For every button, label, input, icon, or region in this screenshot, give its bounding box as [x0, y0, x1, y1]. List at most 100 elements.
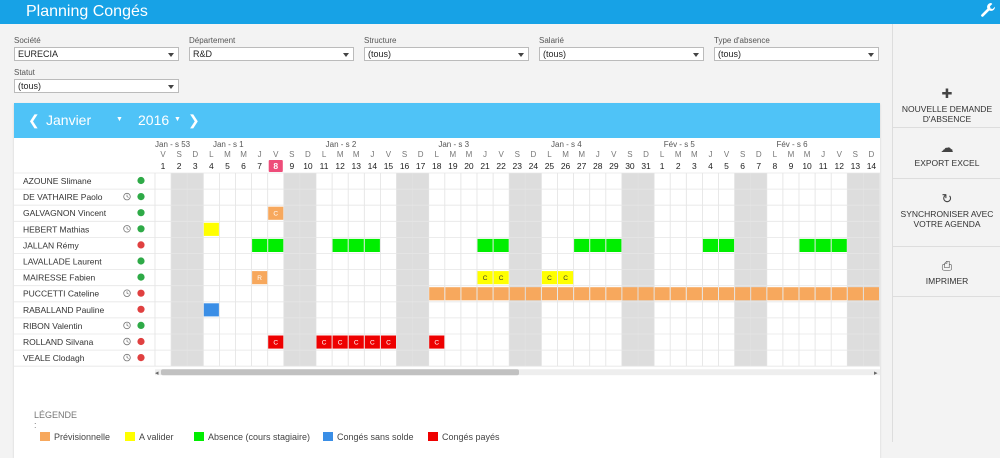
clock-icon[interactable]: [123, 225, 131, 233]
absence-cell[interactable]: [815, 287, 831, 301]
new-absence-button[interactable]: ✚ NOUVELLE DEMANDE D'ABSENCE: [893, 80, 1000, 128]
departement-select[interactable]: R&D: [189, 47, 354, 61]
absence-cell[interactable]: [702, 287, 718, 301]
absence-cell[interactable]: [799, 287, 815, 301]
absence-cell[interactable]: [686, 287, 702, 301]
structure-select[interactable]: (tous): [364, 47, 529, 61]
absence-cell[interactable]: [268, 206, 284, 220]
day-number: 2: [177, 161, 182, 171]
export-excel-button[interactable]: ☁ EXPORT EXCEL: [893, 134, 1000, 179]
absence-cell[interactable]: [364, 335, 380, 349]
status-dot: [137, 193, 145, 201]
absence-cell[interactable]: [348, 238, 364, 252]
absence-cell[interactable]: [783, 287, 799, 301]
absence-cell[interactable]: [268, 238, 284, 252]
absence-cell[interactable]: [558, 271, 574, 285]
type-absence-select[interactable]: (tous): [714, 47, 879, 61]
absence-code: R: [257, 275, 262, 282]
absence-cell[interactable]: [429, 287, 445, 301]
absence-cell[interactable]: [525, 287, 541, 301]
absence-cell[interactable]: [429, 335, 445, 349]
month-select[interactable]: Janvier: [46, 112, 92, 128]
absence-cell[interactable]: [348, 335, 364, 349]
day-number: 15: [384, 161, 394, 171]
absence-cell[interactable]: [445, 287, 461, 301]
absence-cell[interactable]: [493, 238, 509, 252]
clock-icon[interactable]: [123, 321, 131, 330]
print-button[interactable]: ⎙ IMPRIMER: [893, 252, 1000, 297]
absence-cell[interactable]: [654, 287, 670, 301]
absence-code: C: [499, 275, 504, 282]
absence-cell[interactable]: [332, 238, 348, 252]
absence-cell[interactable]: [670, 287, 686, 301]
clock-icon[interactable]: [123, 337, 131, 346]
absence-cell[interactable]: [268, 335, 284, 349]
absence-cell[interactable]: [493, 271, 509, 285]
legend-label: Congés sans solde: [337, 432, 414, 442]
day-number: 17: [416, 161, 426, 171]
absence-cell[interactable]: [541, 287, 557, 301]
absence-cell[interactable]: [477, 287, 493, 301]
legend-title: LÉGENDE :: [34, 410, 78, 430]
absence-cell[interactable]: [203, 222, 219, 236]
day-letter: M: [466, 150, 473, 159]
absence-cell[interactable]: [815, 238, 831, 252]
absence-cell[interactable]: [558, 287, 574, 301]
absence-cell[interactable]: [574, 287, 590, 301]
day-letter: L: [322, 150, 327, 159]
absence-cell[interactable]: [380, 335, 396, 349]
absence-cell[interactable]: [767, 287, 783, 301]
absence-cell[interactable]: [719, 287, 735, 301]
absence-cell[interactable]: [606, 238, 622, 252]
absence-cell[interactable]: [638, 287, 654, 301]
absence-cell[interactable]: [590, 287, 606, 301]
sync-button[interactable]: ↻ SYNCHRONISER AVEC VOTRE AGENDA: [893, 185, 1000, 247]
absence-cell[interactable]: [461, 287, 477, 301]
absence-cell[interactable]: [509, 287, 525, 301]
day-number: 8: [772, 161, 777, 171]
statut-select[interactable]: (tous): [14, 79, 179, 93]
absence-cell[interactable]: [622, 287, 638, 301]
clock-icon[interactable]: [123, 353, 131, 362]
absence-cell[interactable]: [493, 287, 509, 301]
absence-cell[interactable]: [203, 303, 219, 317]
wrench-icon[interactable]: [980, 2, 996, 18]
absence-cell[interactable]: [477, 271, 493, 285]
day-number: 6: [740, 161, 745, 171]
day-letter: D: [756, 150, 762, 159]
absence-cell[interactable]: [702, 238, 718, 252]
absence-cell[interactable]: [751, 287, 767, 301]
absence-cell[interactable]: [863, 287, 879, 301]
societe-select[interactable]: EURECIA: [14, 47, 179, 61]
cloud-download-icon: ☁: [940, 140, 954, 155]
absence-cell[interactable]: [364, 238, 380, 252]
absence-cell[interactable]: [332, 335, 348, 349]
absence-cell[interactable]: [719, 238, 735, 252]
absence-cell[interactable]: [252, 238, 268, 252]
absence-cell[interactable]: [831, 238, 847, 252]
absence-code: C: [370, 340, 375, 347]
day-letter: S: [740, 150, 745, 159]
absence-cell[interactable]: [847, 287, 863, 301]
absence-cell[interactable]: [799, 238, 815, 252]
absence-cell[interactable]: [606, 287, 622, 301]
absence-cell[interactable]: [574, 238, 590, 252]
absence-cell[interactable]: [831, 287, 847, 301]
next-month-button[interactable]: ❯: [188, 112, 200, 128]
salarie-select[interactable]: (tous): [539, 47, 704, 61]
legend-swatch: [194, 432, 204, 441]
absence-cell[interactable]: [541, 271, 557, 285]
clock-hand: [126, 194, 129, 198]
year-select[interactable]: 2016: [138, 112, 170, 128]
prev-month-button[interactable]: ❮: [28, 112, 40, 128]
status-dot: [137, 289, 145, 297]
clock-icon[interactable]: [123, 289, 131, 297]
clock-icon[interactable]: [123, 192, 131, 201]
absence-cell[interactable]: [252, 271, 268, 285]
absence-cell[interactable]: [735, 287, 751, 301]
absence-cell[interactable]: [477, 238, 493, 252]
absence-cell[interactable]: [316, 335, 332, 349]
status-dot: [137, 225, 145, 233]
scrollbar-thumb[interactable]: [161, 369, 519, 376]
absence-cell[interactable]: [590, 238, 606, 252]
